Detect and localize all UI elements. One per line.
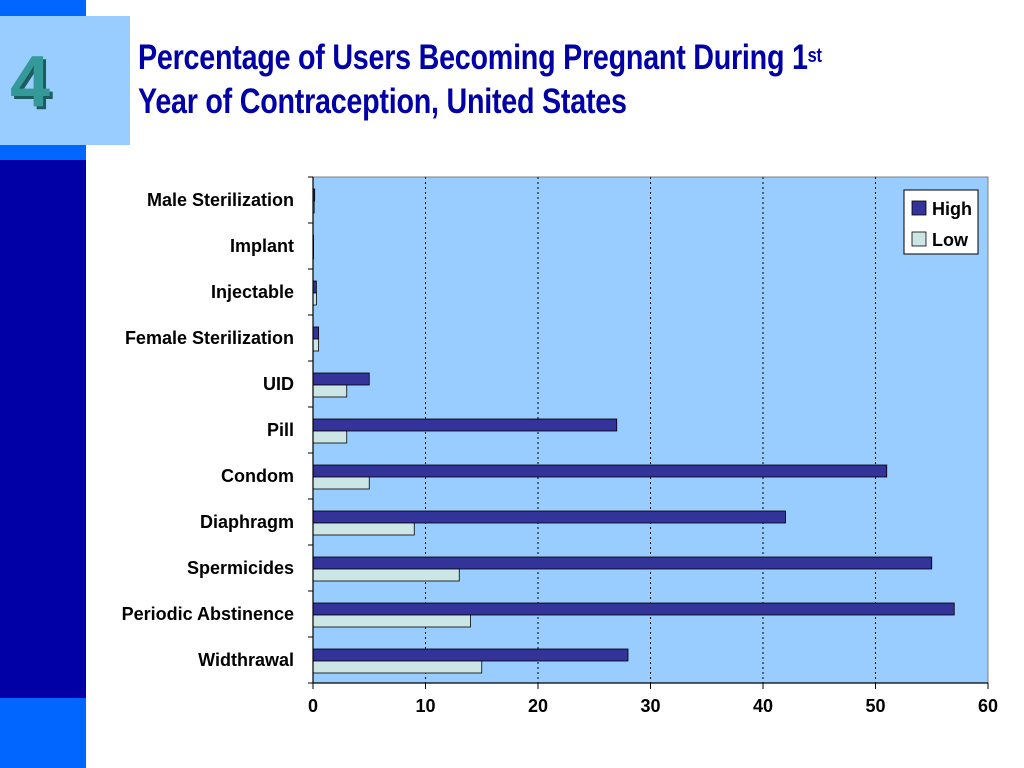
slide-title: Percentage of Users Becoming Pregnant Du… [138, 36, 843, 124]
slide-number-box: 4 [0, 16, 130, 145]
bar-low [312, 568, 460, 582]
bar-low [312, 522, 415, 536]
top-accent-bar [0, 0, 86, 16]
category-label: Male Sterilization [147, 190, 294, 210]
accent-strip [0, 145, 86, 160]
bar-low [312, 660, 483, 674]
slide-number: 4 [10, 42, 51, 122]
x-tick-label: 40 [753, 696, 773, 716]
category-label: Female Sterilization [125, 328, 294, 348]
x-tick-label: 30 [640, 696, 660, 716]
bar-low [312, 338, 320, 352]
bar-high [312, 556, 933, 570]
bar-low [312, 384, 348, 398]
x-tick-label: 50 [865, 696, 885, 716]
side-accent-bar [0, 160, 86, 698]
category-label: Condom [221, 466, 294, 486]
legend-label-low: Low [932, 230, 969, 250]
bar-high [312, 418, 618, 432]
category-label: Implant [230, 236, 294, 256]
category-label: Widthrawal [198, 650, 294, 670]
legend-swatch-low [911, 231, 927, 247]
title-superscript: st [807, 45, 822, 67]
bar-high [312, 464, 888, 478]
category-label: Diaphragm [200, 512, 294, 532]
legend-label-high: High [932, 199, 972, 219]
x-tick-label: 20 [528, 696, 548, 716]
x-tick-label: 0 [308, 696, 318, 716]
bar-low [312, 614, 471, 628]
bar-high [312, 326, 320, 340]
legend-swatch-high [911, 200, 927, 216]
category-label: Spermicides [187, 558, 294, 578]
bar-high [312, 372, 370, 386]
category-label: Injectable [211, 282, 294, 302]
bar-high [312, 602, 955, 616]
category-label: Pill [267, 420, 294, 440]
category-label: UID [263, 374, 294, 394]
bar-low [312, 430, 348, 444]
x-tick-label: 60 [978, 696, 998, 716]
title-line-2: Year of Contraception, United States [138, 82, 627, 121]
category-label: Periodic Abstinence [122, 604, 294, 624]
bar-high [312, 510, 786, 524]
bar-low [312, 476, 370, 490]
title-line-1: Percentage of Users Becoming Pregnant Du… [138, 38, 808, 77]
x-tick-label: 10 [415, 696, 435, 716]
bottom-accent-bar [0, 698, 86, 768]
bar-high [312, 648, 629, 662]
